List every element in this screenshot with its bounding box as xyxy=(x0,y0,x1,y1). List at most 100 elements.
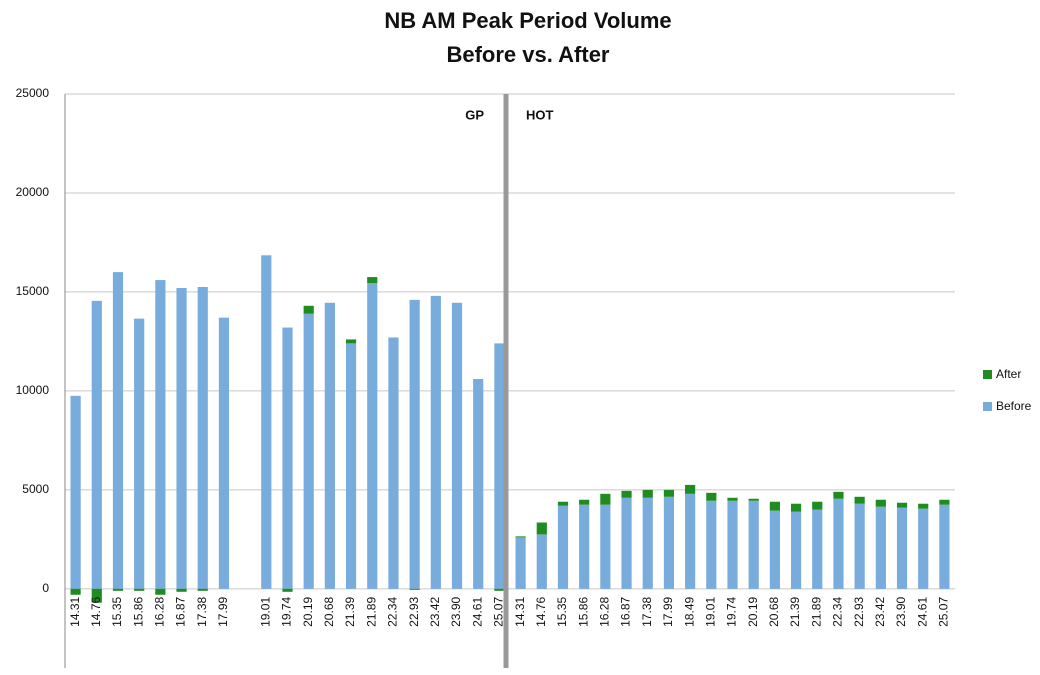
bar-after xyxy=(367,277,378,284)
y-tick-label: 10000 xyxy=(16,383,50,397)
x-tick-label: 25.07 xyxy=(937,597,951,627)
bar-before xyxy=(621,497,632,589)
x-tick-label: 14.76 xyxy=(89,597,103,627)
bar-before xyxy=(663,496,675,589)
bar-before xyxy=(790,511,802,589)
bar-before xyxy=(155,280,166,589)
bar-before xyxy=(367,283,378,589)
bar-before xyxy=(579,504,590,589)
bar-before xyxy=(812,509,823,589)
x-tick-label: 16.28 xyxy=(598,597,612,627)
bar-before xyxy=(748,500,759,589)
x-tick-label: 20.19 xyxy=(301,597,315,627)
bar-before xyxy=(451,302,463,589)
bar-before xyxy=(769,510,780,589)
x-tick-label: 14.31 xyxy=(68,597,82,627)
x-tick-label: 22.34 xyxy=(831,597,845,627)
x-tick-label: 21.39 xyxy=(343,597,357,627)
bar-after xyxy=(685,484,696,494)
bar-after xyxy=(790,503,802,512)
x-tick-label: 14.76 xyxy=(534,597,548,627)
bar-before xyxy=(70,395,81,589)
bar-after xyxy=(854,496,865,504)
legend-label: Before xyxy=(996,399,1032,413)
bar-before xyxy=(557,505,569,589)
bar-before xyxy=(430,295,441,589)
bar-after xyxy=(345,339,357,344)
y-tick-label: 0 xyxy=(42,581,49,595)
annotation: GP xyxy=(465,107,484,122)
annotation: HOT xyxy=(526,107,554,122)
bar-after xyxy=(918,503,929,509)
bar-before xyxy=(685,493,696,589)
legend-swatch xyxy=(983,402,992,411)
x-tick-label: 17.38 xyxy=(195,597,209,627)
x-tick-label: 21.89 xyxy=(364,597,378,627)
bar-before xyxy=(388,337,399,589)
bar-before xyxy=(324,302,335,589)
bar-after xyxy=(91,588,102,603)
bar-after xyxy=(70,588,81,595)
bar-after xyxy=(748,498,759,501)
x-tick-label: 20.68 xyxy=(322,597,336,627)
bar-after xyxy=(112,588,124,591)
bar-before xyxy=(536,534,547,589)
x-tick-label: 17.99 xyxy=(216,597,230,627)
y-tick-label: 25000 xyxy=(16,86,50,100)
bar-after xyxy=(155,588,166,595)
bar-before xyxy=(176,287,187,589)
bar-after xyxy=(769,501,780,511)
bar-before xyxy=(409,299,420,589)
x-tick-label: 15.86 xyxy=(131,597,145,627)
x-tick-label: 20.68 xyxy=(767,597,781,627)
bar-after xyxy=(515,536,526,538)
x-tick-label: 15.35 xyxy=(110,597,124,627)
bar-after xyxy=(282,588,293,592)
y-tick-label: 5000 xyxy=(22,482,49,496)
bar-before xyxy=(112,272,124,589)
bar-after xyxy=(579,499,590,505)
bar-after xyxy=(176,588,187,592)
x-tick-label: 21.39 xyxy=(788,597,802,627)
bar-before xyxy=(282,327,293,589)
x-tick-label: 15.35 xyxy=(555,597,569,627)
x-tick-label: 22.93 xyxy=(407,597,421,627)
bar-after xyxy=(621,490,632,498)
bar-before xyxy=(134,318,145,589)
bar-after xyxy=(875,499,886,507)
bar-before xyxy=(91,300,102,589)
bar-before xyxy=(600,504,611,589)
x-tick-label: 25.07 xyxy=(492,597,506,627)
x-tick-label: 14.31 xyxy=(513,597,527,627)
bar-after xyxy=(409,588,420,590)
x-tick-label: 16.28 xyxy=(153,597,167,627)
bar-after xyxy=(896,502,908,508)
bar-after xyxy=(663,489,675,497)
bar-after xyxy=(642,489,653,498)
x-tick-label: 19.74 xyxy=(280,597,294,627)
x-tick-label: 17.38 xyxy=(640,597,654,627)
x-tick-label: 22.34 xyxy=(386,597,400,627)
bar-before xyxy=(197,286,208,589)
x-tick-label: 16.87 xyxy=(619,597,633,627)
bar-before xyxy=(218,317,230,589)
bar-before xyxy=(896,507,908,589)
x-tick-label: 23.42 xyxy=(428,597,442,627)
x-tick-label: 16.87 xyxy=(174,597,188,627)
bar-after xyxy=(494,588,505,591)
y-tick-label: 15000 xyxy=(16,284,50,298)
legend-swatch xyxy=(983,370,992,379)
x-tick-label: 23.90 xyxy=(894,597,908,627)
bar-after xyxy=(600,493,611,505)
x-tick-label: 15.86 xyxy=(576,597,590,627)
x-tick-label: 21.89 xyxy=(809,597,823,627)
x-tick-label: 19.74 xyxy=(725,597,739,627)
bar-before xyxy=(833,498,844,589)
bar-before xyxy=(473,379,484,589)
bar-before xyxy=(261,255,272,589)
x-tick-label: 23.42 xyxy=(873,597,887,627)
legend-label: After xyxy=(996,367,1021,381)
chart-title: NB AM Peak Period Volume xyxy=(384,8,671,33)
x-tick-label: 23.90 xyxy=(449,597,463,627)
